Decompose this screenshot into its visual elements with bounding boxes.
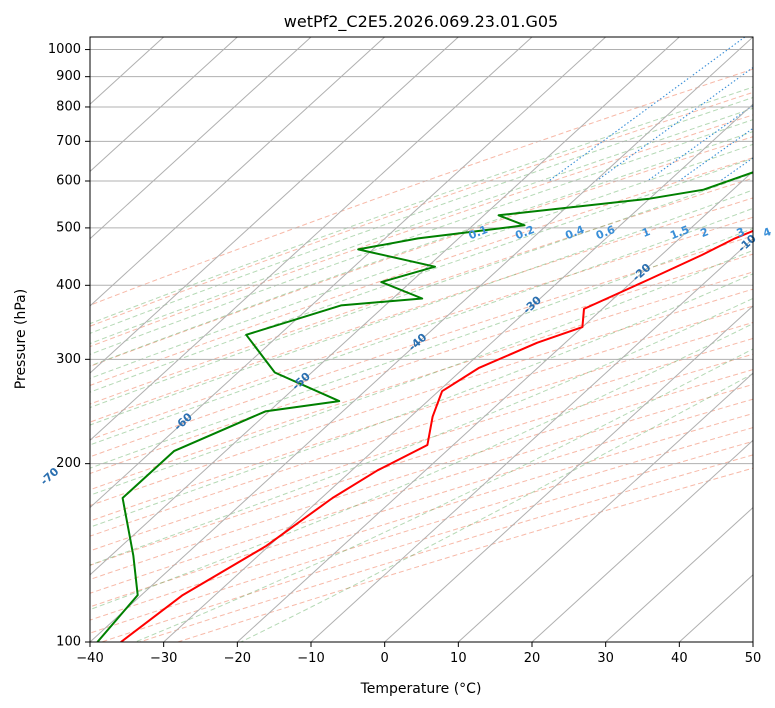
dry-adiabat: [90, 305, 753, 522]
y-tick-label: 100: [56, 635, 81, 650]
moist-adiabat: [90, 273, 753, 528]
x-tick-label: −40: [76, 651, 103, 666]
y-tick-label: 800: [56, 99, 81, 114]
dry-adiabat: [90, 383, 753, 594]
isotherm: [90, 37, 459, 374]
x-tick-label: −20: [224, 651, 251, 666]
moist-adiabat: [240, 373, 753, 642]
x-tick-label: −30: [150, 651, 177, 666]
mixing-ratio-line: [678, 127, 753, 182]
x-tick-label: 40: [671, 651, 688, 666]
chart-title: wetPf2_C2E5.2026.069.23.01.G05: [284, 12, 558, 32]
mixing-ratio-line: [754, 37, 775, 181]
y-tick-label: 500: [56, 220, 81, 235]
mixing-ratio-label: 2: [699, 225, 711, 240]
y-axis-label: Pressure (hPa): [13, 289, 29, 389]
moist-adiabat: [90, 143, 753, 379]
moist-adiabat: [90, 107, 753, 345]
isotherm: [90, 37, 680, 576]
moist-adiabat: [90, 189, 753, 426]
temperature-profile: [120, 229, 753, 642]
isotherm: [90, 37, 238, 173]
moist-adiabat: [90, 207, 753, 446]
isotherm: [531, 439, 753, 642]
isotherm: [90, 37, 753, 642]
isotherm: [90, 37, 533, 442]
isotherm: [752, 641, 753, 642]
isotherm: [90, 37, 312, 240]
x-tick-label: −10: [297, 651, 324, 666]
y-tick-label: 600: [56, 173, 81, 188]
moist-adiabat: [90, 131, 753, 367]
x-tick-label: 10: [450, 651, 467, 666]
y-tick-label: 700: [56, 134, 81, 149]
profiles: [96, 171, 753, 642]
mixing-ratio-label: 1: [640, 225, 652, 240]
y-tick-label: 1000: [48, 42, 81, 57]
mixing-ratio-label: 4: [761, 225, 773, 240]
moist-adiabat: [90, 172, 753, 409]
isotherm: [236, 170, 753, 642]
y-tick-label: 900: [56, 69, 81, 84]
moist-adiabat: [90, 119, 753, 355]
y-tick-label: 400: [56, 278, 81, 293]
background-lines: [90, 37, 775, 642]
isotherm: [310, 237, 753, 642]
moist-adiabat: [90, 297, 753, 566]
dry-adiabat: [90, 353, 753, 566]
dry-adiabat: [90, 337, 753, 552]
dry-adiabat: [90, 68, 753, 306]
isotherm: [457, 372, 753, 642]
x-tick-label: 20: [524, 651, 541, 666]
isotherm: [384, 305, 753, 642]
axis-ticks: −40 −30 −20 −10 0 10 20 30 40 50 100 200 300 400 500 60…: [48, 42, 761, 666]
dry-adiabat: [90, 114, 753, 348]
isotherm: [605, 506, 753, 642]
isotherm: [90, 37, 386, 307]
x-tick-label: 50: [745, 651, 762, 666]
moist-adiabat: [90, 227, 753, 469]
dry-adiabat: [90, 177, 753, 405]
moist-adiabat: [90, 323, 753, 611]
isotherm: [90, 37, 607, 509]
y-tick-label: 200: [56, 456, 81, 471]
x-tick-label: 0: [381, 651, 389, 666]
dry-adiabat: [90, 369, 753, 580]
plot-frame: [89, 36, 754, 643]
dewpoint-profile: [96, 171, 753, 642]
pressure-grid: [90, 37, 753, 642]
y-tick-label: 300: [56, 352, 81, 367]
x-axis-label: Temperature (°C): [360, 681, 482, 697]
mixing-ratio-line: [596, 66, 753, 182]
dry-adiabat: [90, 321, 753, 537]
x-tick-label: 30: [597, 651, 614, 666]
mixing-ratio-label: 3: [735, 225, 747, 240]
